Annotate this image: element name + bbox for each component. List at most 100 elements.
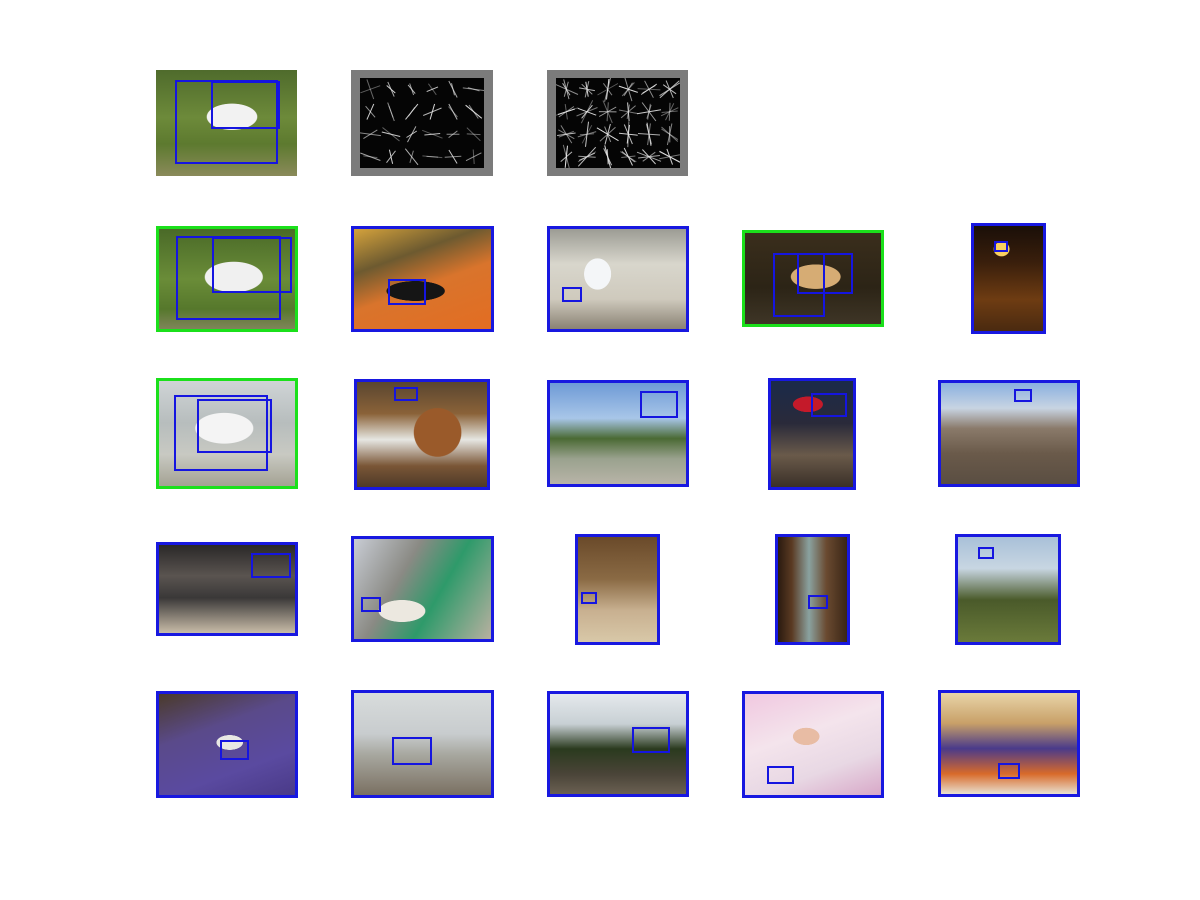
hog-cell	[603, 145, 613, 168]
baby-shape	[745, 694, 881, 795]
hog-cell	[660, 102, 679, 121]
window-shape	[550, 229, 686, 329]
detection-11	[156, 542, 298, 636]
hog-cell	[659, 80, 680, 99]
image-content	[354, 693, 491, 795]
hog-cell	[466, 127, 481, 142]
detection-box	[640, 391, 678, 418]
detection-8	[547, 380, 689, 487]
hog-cell	[426, 83, 439, 96]
hog-cell	[556, 79, 579, 100]
hog-cell	[381, 127, 401, 142]
hog-cell	[422, 129, 443, 139]
hog-cell	[659, 148, 680, 165]
detection-box	[212, 237, 292, 293]
hog-cell	[446, 130, 460, 138]
detection-1	[156, 226, 298, 332]
hog-cell	[618, 78, 638, 102]
detection-box	[808, 595, 828, 609]
hog-cell	[465, 149, 482, 165]
detection-6	[156, 378, 298, 489]
image-content	[159, 545, 295, 633]
detection-13	[575, 534, 660, 645]
detection-15	[955, 534, 1061, 645]
detection-box	[811, 393, 847, 417]
hog-cell	[365, 103, 376, 120]
image-content	[550, 383, 686, 484]
hog-cell	[577, 121, 597, 147]
hog-cell	[406, 126, 418, 143]
horse-shape	[159, 381, 295, 486]
hog-cell	[462, 87, 484, 92]
hog-grid	[360, 78, 484, 168]
hog-cell	[448, 103, 458, 120]
detection-16	[156, 691, 298, 798]
detection-2	[351, 226, 494, 332]
hog-cell	[579, 80, 595, 98]
detection-box	[998, 763, 1020, 779]
detection-box	[361, 597, 381, 612]
detection-12	[351, 536, 494, 642]
hog-cell	[423, 103, 442, 120]
detection-10	[938, 380, 1080, 487]
detection-box	[392, 737, 432, 765]
detection-19	[742, 691, 884, 798]
detection-box	[388, 279, 426, 305]
image-content	[778, 537, 847, 642]
hog-background	[556, 78, 680, 168]
detection-box	[767, 766, 794, 784]
hog-cell	[618, 102, 638, 122]
detection-box	[562, 287, 582, 302]
hog-cell	[618, 121, 638, 148]
hog-cell	[556, 104, 579, 120]
detection-18	[547, 691, 689, 797]
detection-4	[742, 230, 884, 327]
hog-cell	[557, 125, 576, 144]
detection-box	[632, 727, 670, 753]
cow-shape	[357, 382, 487, 487]
detection-17	[351, 690, 494, 798]
hog-background	[360, 78, 484, 168]
detection-box	[978, 547, 994, 559]
hog-cell	[448, 80, 458, 98]
detection-box	[251, 553, 291, 578]
horse-shape	[159, 229, 295, 329]
hog-cell	[386, 149, 396, 164]
bowl-shape	[159, 694, 295, 795]
dog-shape	[354, 539, 491, 639]
detection-7	[354, 379, 490, 490]
detection-box	[994, 241, 1008, 252]
detection-box	[220, 740, 249, 760]
horse-shape	[186, 88, 278, 160]
hog-cell	[636, 102, 662, 122]
detection-box	[581, 592, 597, 604]
hog-cell	[576, 100, 598, 124]
hog-cell	[636, 149, 662, 165]
query-image	[156, 70, 297, 176]
hog-grid	[556, 78, 680, 168]
hog-cell	[560, 144, 573, 168]
detection-box	[797, 253, 853, 294]
hog-cell	[360, 79, 381, 100]
hog-cell	[661, 123, 679, 146]
hog-cell	[637, 80, 661, 98]
hog-cell	[405, 103, 419, 120]
image-content	[578, 537, 657, 642]
hog-cell	[577, 146, 597, 167]
detection-box	[211, 81, 280, 129]
image-content	[941, 383, 1077, 484]
image-content	[550, 694, 686, 794]
hog-cell	[386, 81, 396, 97]
hog-cell	[422, 155, 443, 159]
horse-shape	[745, 233, 881, 324]
hog-template-sparse	[351, 70, 493, 176]
detection-box	[1014, 389, 1032, 402]
detection-9	[768, 378, 856, 490]
hog-cell	[465, 104, 483, 119]
hog-cell	[620, 147, 637, 166]
detection-3	[547, 226, 689, 332]
hog-cell	[404, 148, 419, 166]
hog-cell	[360, 129, 381, 140]
hog-template-dense	[547, 70, 688, 176]
